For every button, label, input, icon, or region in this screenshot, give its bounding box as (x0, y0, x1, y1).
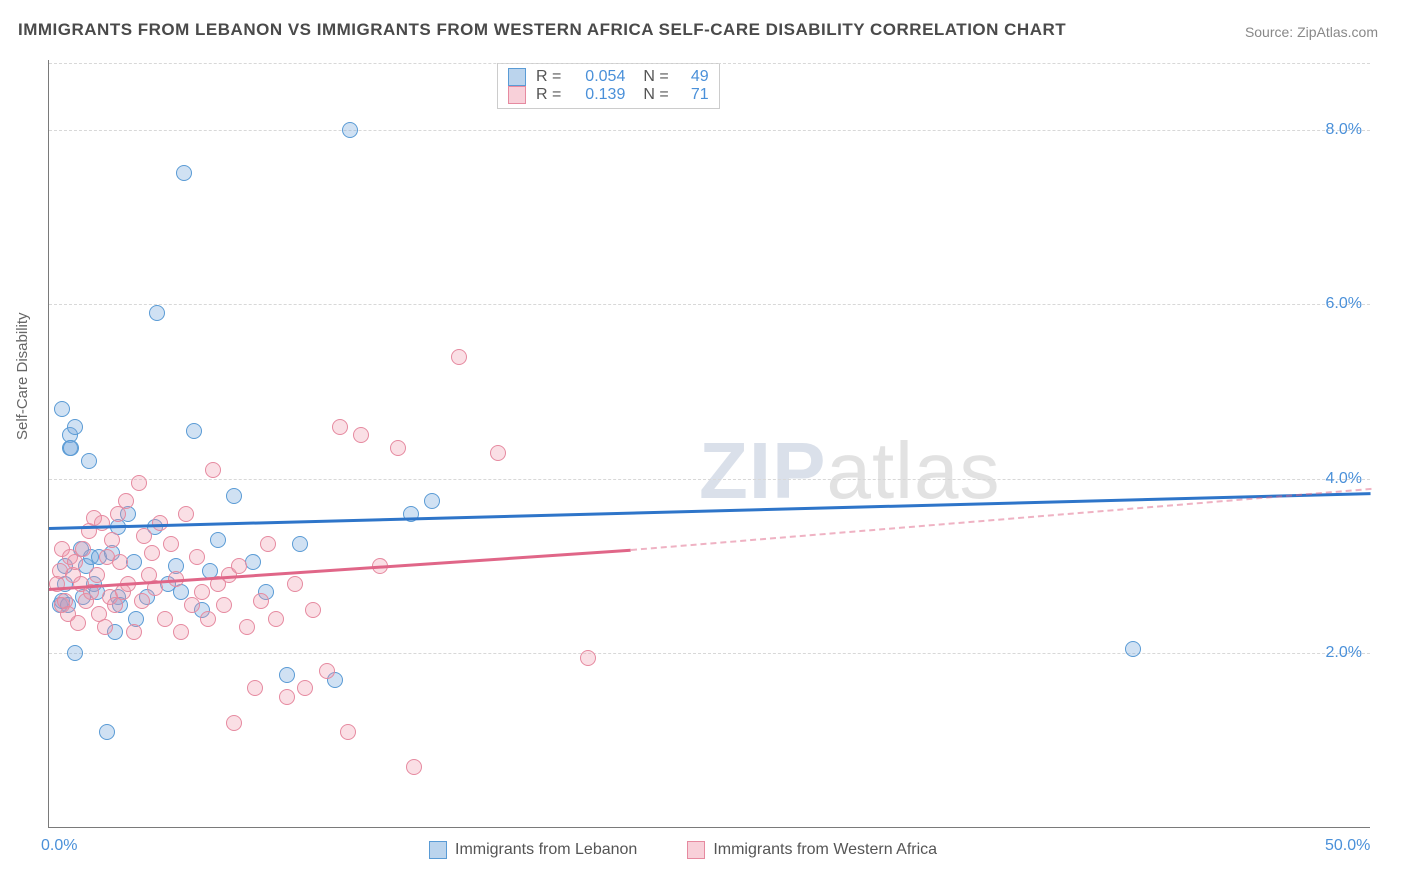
data-point (176, 165, 192, 181)
x-tick-label: 0.0% (41, 837, 77, 855)
data-point (260, 536, 276, 552)
y-tick-label: 4.0% (1326, 470, 1362, 488)
data-point (178, 506, 194, 522)
legend-n-label: N = (643, 68, 668, 86)
data-point (67, 419, 83, 435)
data-point (152, 515, 168, 531)
data-point (247, 680, 263, 696)
data-point (157, 611, 173, 627)
data-point (144, 545, 160, 561)
legend-n-value: 71 (679, 86, 709, 104)
y-axis-label: Self-Care Disability (14, 312, 31, 440)
gridline (49, 130, 1370, 131)
legend-n-value: 49 (679, 68, 709, 86)
data-point (75, 541, 91, 557)
data-point (226, 715, 242, 731)
source-label: Source: ZipAtlas.com (1245, 24, 1378, 40)
data-point (490, 445, 506, 461)
legend-item: Immigrants from Lebanon (429, 841, 637, 859)
data-point (118, 493, 134, 509)
plot-area: ZIPatlas R =0.054N =49R =0.139N =71 Immi… (48, 60, 1370, 828)
data-point (268, 611, 284, 627)
gridline (49, 479, 1370, 480)
data-point (239, 619, 255, 635)
legend-swatch (687, 841, 705, 859)
data-point (126, 624, 142, 640)
data-point (200, 611, 216, 627)
watermark-zip: ZIP (699, 426, 826, 515)
legend-stats: R = 0.054 N = 49 R = 0.139 N = 71 (497, 63, 720, 109)
legend-n-label: N = (643, 86, 668, 104)
chart-title: IMMIGRANTS FROM LEBANON VS IMMIGRANTS FR… (18, 20, 1066, 40)
data-point (353, 427, 369, 443)
legend-swatch (429, 841, 447, 859)
data-point (186, 423, 202, 439)
legend-swatch (508, 86, 526, 104)
data-point (163, 536, 179, 552)
legend-r-label: R = (536, 86, 561, 104)
y-tick-label: 6.0% (1326, 295, 1362, 313)
legend-series: Immigrants from Lebanon Immigrants from W… (429, 841, 937, 859)
data-point (112, 554, 128, 570)
data-point (194, 584, 210, 600)
data-point (297, 680, 313, 696)
data-point (149, 305, 165, 321)
y-tick-label: 8.0% (1326, 121, 1362, 139)
data-point (70, 615, 86, 631)
data-point (451, 349, 467, 365)
data-point (173, 624, 189, 640)
legend-label: Immigrants from Western Africa (713, 841, 937, 859)
data-point (340, 724, 356, 740)
data-point (104, 532, 120, 548)
data-point (580, 650, 596, 666)
x-tick-label: 50.0% (1325, 837, 1370, 855)
legend-item: Immigrants from Western Africa (687, 841, 937, 859)
data-point (97, 619, 113, 635)
gridline (49, 653, 1370, 654)
data-point (81, 453, 97, 469)
legend-r-value: 0.139 (571, 86, 625, 104)
data-point (279, 689, 295, 705)
legend-label: Immigrants from Lebanon (455, 841, 637, 859)
legend-r-label: R = (536, 68, 561, 86)
data-point (54, 401, 70, 417)
data-point (131, 475, 147, 491)
data-point (279, 667, 295, 683)
data-point (292, 536, 308, 552)
data-point (134, 593, 150, 609)
data-point (1125, 641, 1141, 657)
data-point (226, 488, 242, 504)
data-point (67, 645, 83, 661)
data-point (332, 419, 348, 435)
data-point (184, 597, 200, 613)
chart-container: IMMIGRANTS FROM LEBANON VS IMMIGRANTS FR… (0, 0, 1406, 892)
legend-swatch (508, 68, 526, 86)
data-point (216, 597, 232, 613)
legend-stat-row: R = 0.139 N = 71 (508, 86, 709, 104)
data-point (424, 493, 440, 509)
data-point (305, 602, 321, 618)
gridline (49, 304, 1370, 305)
legend-stat-row: R = 0.054 N = 49 (508, 68, 709, 86)
data-point (253, 593, 269, 609)
data-point (99, 724, 115, 740)
data-point (205, 462, 221, 478)
data-point (319, 663, 335, 679)
data-point (231, 558, 247, 574)
y-tick-label: 2.0% (1326, 644, 1362, 662)
data-point (342, 122, 358, 138)
gridline (49, 63, 1370, 64)
data-point (189, 549, 205, 565)
data-point (89, 567, 105, 583)
data-point (136, 528, 152, 544)
legend-r-value: 0.054 (571, 68, 625, 86)
data-point (210, 532, 226, 548)
data-point (406, 759, 422, 775)
data-point (63, 440, 79, 456)
data-point (287, 576, 303, 592)
data-point (390, 440, 406, 456)
